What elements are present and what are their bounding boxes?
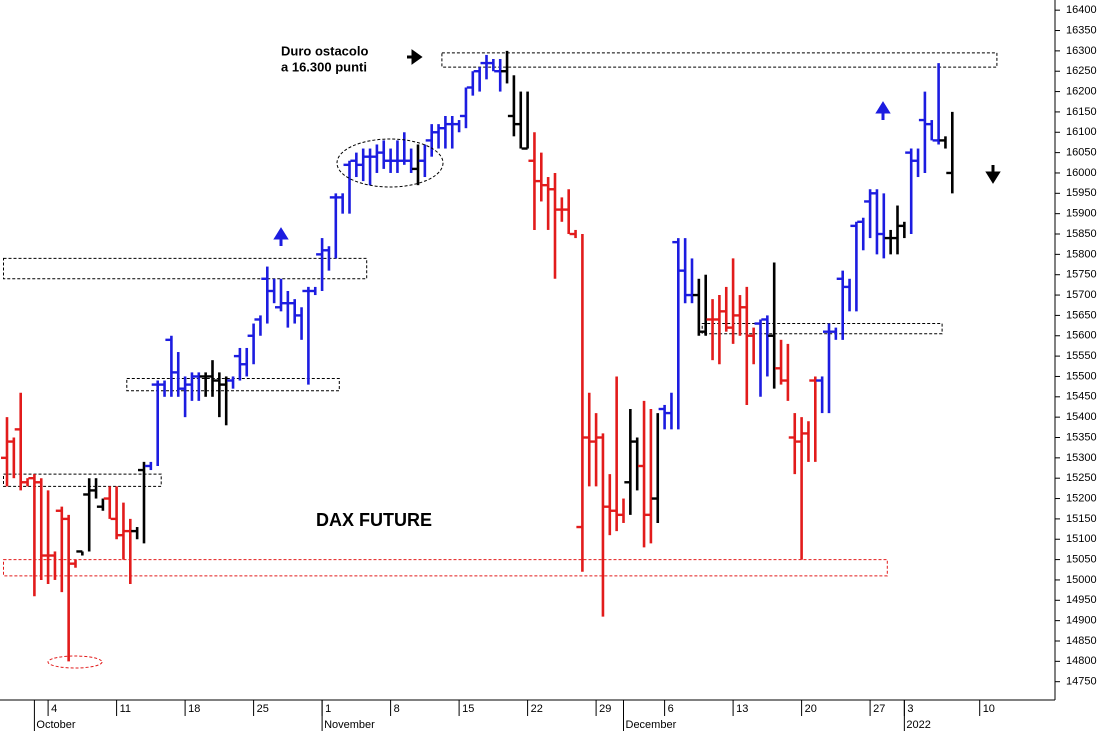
y-tick-label: 15000	[1066, 574, 1097, 586]
x-tick-label: 10	[983, 703, 995, 715]
month-label: 2022	[906, 719, 930, 731]
y-tick-label: 15800	[1066, 248, 1097, 260]
y-tick-label: 16100	[1066, 126, 1097, 138]
x-tick-label: 3	[907, 703, 913, 715]
x-tick-label: 15	[462, 703, 474, 715]
y-tick-label: 16000	[1066, 167, 1097, 179]
y-tick-label: 15950	[1066, 187, 1097, 199]
x-tick-label: 8	[394, 703, 400, 715]
zone	[701, 323, 943, 335]
month-label: November	[324, 719, 375, 731]
annotation: a 16.300 punti	[281, 59, 367, 74]
x-tick-label: 22	[531, 703, 543, 715]
y-tick-label: 15050	[1066, 553, 1097, 565]
x-tick-label: 25	[257, 703, 269, 715]
x-tick-label: 18	[188, 703, 200, 715]
y-tick-label: 15150	[1066, 513, 1097, 525]
y-tick-label: 15850	[1066, 228, 1097, 240]
x-tick-label: 11	[120, 703, 131, 715]
y-tick-label: 15600	[1066, 330, 1097, 342]
x-tick-label: 1	[325, 703, 331, 715]
x-tick-label: 27	[873, 703, 885, 715]
bars	[1, 50, 954, 662]
y-tick-label: 14850	[1066, 635, 1097, 647]
x-tick-label: 6	[668, 703, 674, 715]
y-tick-label: 15200	[1066, 492, 1097, 504]
highlight-ellipse	[47, 655, 103, 669]
zone	[441, 52, 998, 68]
y-tick-label: 16400	[1066, 4, 1097, 16]
y-tick-label: 15350	[1066, 431, 1097, 443]
arrow-up	[273, 227, 289, 246]
chart-label: DAX FUTURE	[316, 510, 432, 530]
y-tick-label: 16200	[1066, 85, 1097, 97]
y-tick-label: 16250	[1066, 65, 1097, 77]
y-tick-label: 15650	[1066, 309, 1097, 321]
y-tick-label: 15250	[1066, 472, 1097, 484]
y-tick-label: 16050	[1066, 147, 1097, 159]
x-tick-label: 13	[736, 703, 748, 715]
y-tick-label: 14900	[1066, 615, 1097, 627]
highlight-ellipse	[336, 138, 444, 188]
month-label: October	[36, 719, 75, 731]
y-tick-label: 14750	[1066, 676, 1097, 688]
x-tick-label: 29	[599, 703, 611, 715]
arrow-down	[985, 165, 1001, 184]
y-tick-label: 15750	[1066, 269, 1097, 281]
y-tick-label: 15900	[1066, 208, 1097, 220]
zone	[3, 559, 888, 577]
y-tick-label: 15400	[1066, 411, 1097, 423]
y-tick-label: 15300	[1066, 452, 1097, 464]
zone	[3, 257, 368, 280]
x-tick-label: 4	[51, 703, 57, 715]
y-tick-label: 16350	[1066, 24, 1097, 36]
y-tick-label: 16300	[1066, 45, 1097, 57]
month-label: December	[626, 719, 677, 731]
y-tick-label: 14950	[1066, 594, 1097, 606]
x-tick-label: 20	[805, 703, 817, 715]
y-tick-label: 15100	[1066, 533, 1097, 545]
annotation: Duro ostacolo	[281, 43, 368, 58]
y-tick-label: 15550	[1066, 350, 1097, 362]
arrow-up	[875, 101, 891, 120]
arrow-right	[407, 49, 423, 65]
y-tick-label: 15450	[1066, 391, 1097, 403]
y-tick-label: 15500	[1066, 370, 1097, 382]
y-tick-label: 16150	[1066, 106, 1097, 118]
y-tick-label: 14800	[1066, 655, 1097, 667]
y-tick-label: 15700	[1066, 289, 1097, 301]
